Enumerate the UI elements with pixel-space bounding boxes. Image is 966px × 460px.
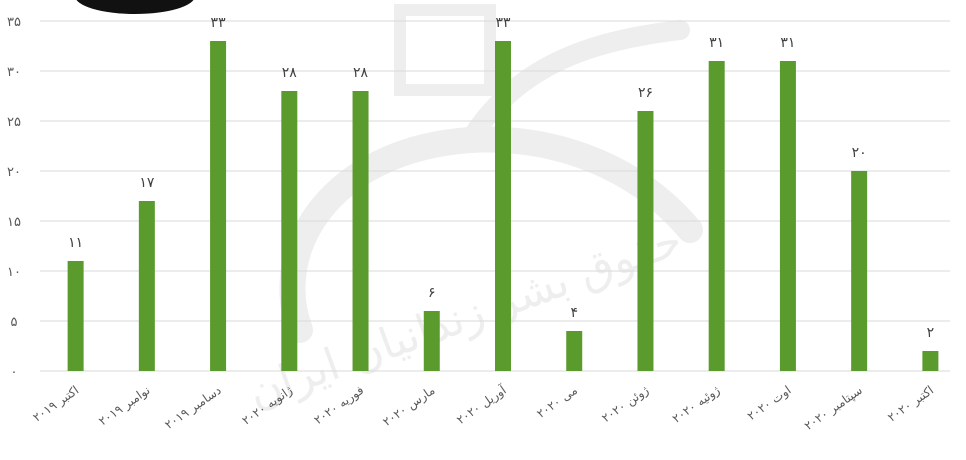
data-label: ۳۱ xyxy=(780,35,795,51)
bar xyxy=(851,171,868,371)
data-label: ۲۸ xyxy=(282,65,298,81)
x-tick-label: دسامبر ۲۰۱۹ xyxy=(162,383,224,433)
bar xyxy=(423,311,440,371)
data-label: ۲۰ xyxy=(852,145,867,161)
data-label: ۲ xyxy=(927,325,935,341)
bars xyxy=(67,41,939,371)
y-tick-label: ۳۰ xyxy=(7,65,21,80)
data-label: ۲۶ xyxy=(638,85,653,101)
y-tick-label: ۲۵ xyxy=(7,115,21,130)
bar xyxy=(779,61,796,371)
data-label: ۴ xyxy=(570,305,578,321)
corner-badge-icon xyxy=(76,0,194,14)
bar xyxy=(922,351,939,371)
y-tick-label: ۲۰ xyxy=(7,165,21,180)
bar xyxy=(637,111,654,371)
bar xyxy=(495,41,511,371)
y-axis-ticks: ۰ ۵ ۱۰ ۱۵ ۲۰ ۲۵ ۳۰ ۳۵ xyxy=(7,15,21,380)
y-tick-label: ۱۰ xyxy=(7,265,21,280)
y-tick-label: ۳۵ xyxy=(7,15,21,30)
x-tick-label: اکتبر ۲۰۱۹ xyxy=(30,383,82,425)
x-tick-label: ژوئیه ۲۰۲۰ xyxy=(670,383,723,427)
x-tick-label: سپتامبر ۲۰۲۰ xyxy=(802,383,866,434)
data-label: ۶ xyxy=(428,285,436,301)
data-labels: ۱۱ ۱۷ ۳۳ ۲۸ ۲۸ ۶ ۳۳ ۴ ۲۶ ۳۱ ۳۱ ۲۰ ۲ xyxy=(68,15,934,341)
x-tick-label: آوریل ۲۰۲۰ xyxy=(453,382,509,428)
bar xyxy=(708,61,725,371)
y-tick-label: ۵ xyxy=(11,315,18,330)
bar xyxy=(138,201,155,371)
x-tick-label: مارس ۲۰۲۰ xyxy=(380,383,438,430)
data-label: ۲۸ xyxy=(353,65,369,81)
y-tick-label: ۰ xyxy=(11,365,18,380)
x-tick-label: اکتبر ۲۰۲۰ xyxy=(885,383,937,425)
data-label: ۱۱ xyxy=(68,235,83,251)
y-tick-label: ۱۵ xyxy=(7,215,21,230)
bar xyxy=(352,91,369,371)
data-label: ۳۱ xyxy=(709,35,724,51)
data-label: ۳۳ xyxy=(211,15,227,31)
data-label: ۱۷ xyxy=(139,175,155,191)
data-label: ۳۳ xyxy=(495,15,511,31)
bar xyxy=(67,261,84,371)
bar xyxy=(281,91,298,371)
x-tick-label: ژوئن ۲۰۲۰ xyxy=(599,383,652,426)
x-tick-label: اوت ۲۰۲۰ xyxy=(745,383,795,424)
bar xyxy=(210,41,227,371)
x-tick-label: نوامبر ۲۰۱۹ xyxy=(96,383,153,429)
x-tick-label: می ۲۰۲۰ xyxy=(534,383,580,421)
bar xyxy=(566,331,583,371)
